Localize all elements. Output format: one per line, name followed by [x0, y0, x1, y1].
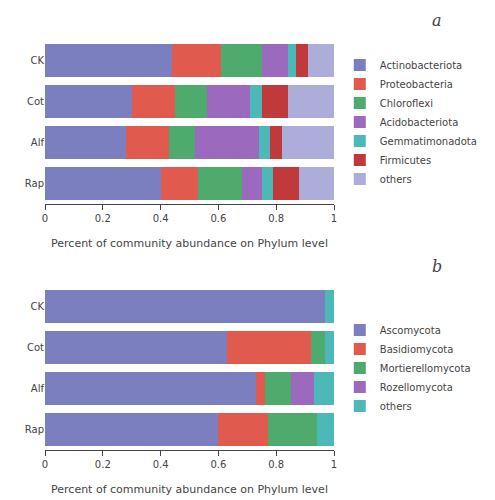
svg-text:1: 1: [331, 213, 337, 224]
svg-text:others: others: [380, 401, 412, 412]
svg-text:Percent of community abundance: Percent of community abundance on Phylum…: [51, 237, 328, 250]
svg-text:0.8: 0.8: [268, 459, 284, 470]
svg-text:Gemmatimonadota: Gemmatimonadota: [380, 136, 477, 147]
svg-text:Alf: Alf: [31, 383, 45, 394]
svg-text:Chloroflexi: Chloroflexi: [380, 98, 433, 109]
svg-text:Rap: Rap: [25, 424, 44, 435]
svg-text:1: 1: [331, 459, 337, 470]
svg-text:0.8: 0.8: [268, 213, 284, 224]
svg-text:0.6: 0.6: [210, 213, 226, 224]
svg-text:0.4: 0.4: [153, 459, 169, 470]
svg-text:b: b: [432, 257, 442, 276]
svg-text:Proteobacteria: Proteobacteria: [380, 79, 453, 90]
svg-text:a: a: [432, 11, 442, 30]
svg-text:Alf: Alf: [31, 137, 45, 148]
svg-text:Rap: Rap: [25, 178, 44, 189]
svg-text:CK: CK: [30, 301, 44, 312]
svg-text:0: 0: [42, 459, 48, 470]
svg-text:Ascomycota: Ascomycota: [380, 325, 441, 336]
svg-text:0.2: 0.2: [95, 459, 111, 470]
svg-text:Mortierellomycota: Mortierellomycota: [380, 363, 471, 374]
svg-text:Firmicutes: Firmicutes: [380, 155, 431, 166]
svg-text:Cot: Cot: [27, 342, 44, 353]
svg-text:Acidobacteriota: Acidobacteriota: [380, 117, 459, 128]
svg-text:0.2: 0.2: [95, 213, 111, 224]
svg-text:0.4: 0.4: [153, 213, 169, 224]
svg-text:others: others: [380, 174, 412, 185]
svg-text:Cot: Cot: [27, 96, 44, 107]
svg-text:Basidiomycota: Basidiomycota: [380, 344, 454, 355]
svg-text:Percent of community abundance: Percent of community abundance on Phylum…: [51, 483, 328, 496]
svg-text:Actinobacteriota: Actinobacteriota: [380, 60, 462, 71]
svg-text:0.6: 0.6: [210, 459, 226, 470]
svg-text:0: 0: [42, 213, 48, 224]
svg-text:CK: CK: [30, 55, 44, 66]
svg-text:Rozellomycota: Rozellomycota: [380, 382, 453, 393]
